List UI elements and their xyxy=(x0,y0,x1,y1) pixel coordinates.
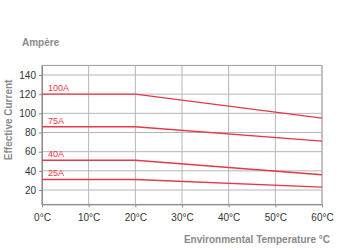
x-tick: 50°C xyxy=(265,204,287,223)
x-tick: 0°C xyxy=(34,204,51,223)
y-tick-mark xyxy=(39,171,42,172)
x-tick-mark xyxy=(275,204,276,207)
x-tick-label: 60°C xyxy=(311,212,333,223)
y-axis: 20 40 60 80 100 120 140 xyxy=(19,66,42,205)
x-tick: 60°C xyxy=(311,204,333,223)
y-tick-label: 100 xyxy=(19,108,36,119)
grid-line-y xyxy=(42,74,322,75)
y-tick-mark xyxy=(39,94,42,95)
series-line xyxy=(42,179,322,187)
series-label: 75A xyxy=(48,116,64,126)
grid-line-x xyxy=(88,65,89,204)
series-label: 100A xyxy=(48,83,69,93)
grid-line-x xyxy=(42,65,43,204)
grid xyxy=(42,65,322,204)
grid-line-y xyxy=(42,190,322,191)
grid-line-x xyxy=(322,65,323,204)
x-tick-mark xyxy=(182,204,183,207)
y-tick-label: 60 xyxy=(25,146,37,157)
x-tick-label: 50°C xyxy=(265,212,287,223)
y-tick-label: 140 xyxy=(19,70,36,81)
y-tick: 120 xyxy=(19,89,42,100)
y-tick: 100 xyxy=(19,108,42,119)
x-tick: 30°C xyxy=(171,204,193,223)
y-tick-label: 120 xyxy=(19,89,36,100)
series-line xyxy=(42,160,322,174)
x-axis-title: Environmental Temperature °C xyxy=(184,234,330,245)
x-tick-mark xyxy=(89,204,90,207)
series-line xyxy=(42,127,322,141)
x-tick-mark xyxy=(229,204,230,207)
y-tick-label: 80 xyxy=(25,127,37,138)
plot-frame xyxy=(42,65,322,204)
x-tick-label: 10°C xyxy=(78,212,100,223)
grid-line-x xyxy=(135,65,136,204)
x-tick: 40°C xyxy=(218,204,240,223)
grid-line-x xyxy=(275,65,276,204)
y-tick-mark xyxy=(39,113,42,114)
x-tick: 20°C xyxy=(125,204,147,223)
x-tick-mark xyxy=(135,204,136,207)
grid-line-y xyxy=(42,151,322,152)
x-tick-label: 30°C xyxy=(171,212,193,223)
y-tick-label: 40 xyxy=(25,166,37,177)
grid-line-y xyxy=(42,132,322,133)
series-label: 40A xyxy=(48,149,64,159)
y-unit-label: Ampère xyxy=(22,37,60,48)
y-tick-mark xyxy=(39,152,42,153)
y-tick-mark xyxy=(39,133,42,134)
y-tick: 80 xyxy=(25,127,42,138)
series-lines xyxy=(42,94,322,187)
x-tick-label: 0°C xyxy=(34,212,51,223)
series-label: 25A xyxy=(48,168,64,178)
x-tick: 10°C xyxy=(78,204,100,223)
series-line xyxy=(42,94,322,118)
x-tick-label: 40°C xyxy=(218,212,240,223)
y-axis-title: Effective Current xyxy=(3,79,14,160)
y-tick-label: 20 xyxy=(25,185,37,196)
y-axis-line xyxy=(42,66,43,205)
y-tick: 40 xyxy=(25,166,42,177)
grid-line-x xyxy=(182,65,183,204)
x-axis: 0°C 10°C 20°C 30°C 40°C 50°C 60°C xyxy=(34,204,334,223)
y-tick-mark xyxy=(39,190,42,191)
y-tick: 60 xyxy=(25,146,42,157)
chart: 0°C 10°C 20°C 30°C 40°C 50°C 60°C 20 40 60 80 100 12… xyxy=(0,0,340,250)
y-tick: 140 xyxy=(19,70,42,81)
x-tick-mark xyxy=(322,204,323,207)
series-labels: 100A 75A 40A 25A xyxy=(48,83,69,178)
x-tick-label: 20°C xyxy=(125,212,147,223)
y-tick-mark xyxy=(39,75,42,76)
y-tick: 20 xyxy=(25,185,42,196)
